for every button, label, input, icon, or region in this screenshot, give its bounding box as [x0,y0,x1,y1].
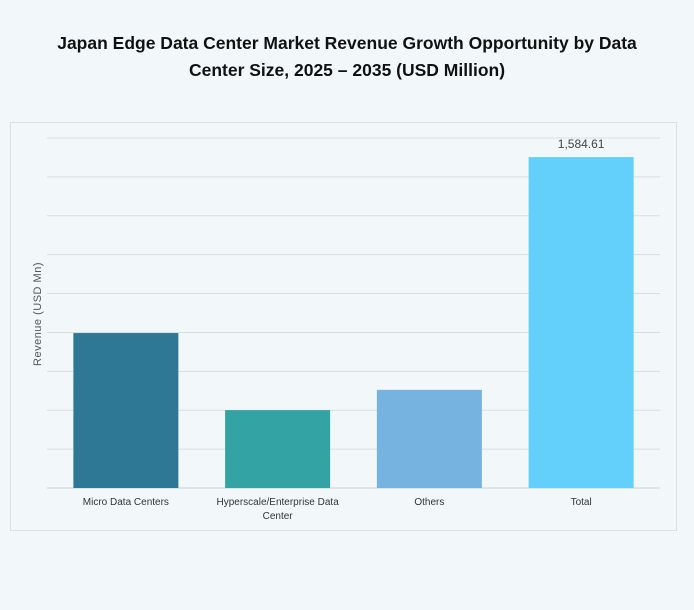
bar [376,389,482,488]
bar [528,157,634,488]
bar [225,410,331,488]
x-tick-label: Hyperscale/Enterprise Data Center [216,497,339,522]
bar [73,333,179,488]
x-tick-label: Micro Data Centers [83,497,169,508]
chart-title-line-2: Center Size, 2025 – 2035 (USD Million) [188,60,506,80]
data-label: 1,584.61 [558,137,605,151]
chart-title: Japan Edge Data Center Market Revenue Gr… [0,30,694,84]
x-tick-label: Total [571,497,592,508]
x-tick-label: Others [414,497,444,508]
chart-title-line-1: Japan Edge Data Center Market Revenue Gr… [57,33,637,53]
y-axis-label: Revenue (USD Mn) [32,262,44,366]
